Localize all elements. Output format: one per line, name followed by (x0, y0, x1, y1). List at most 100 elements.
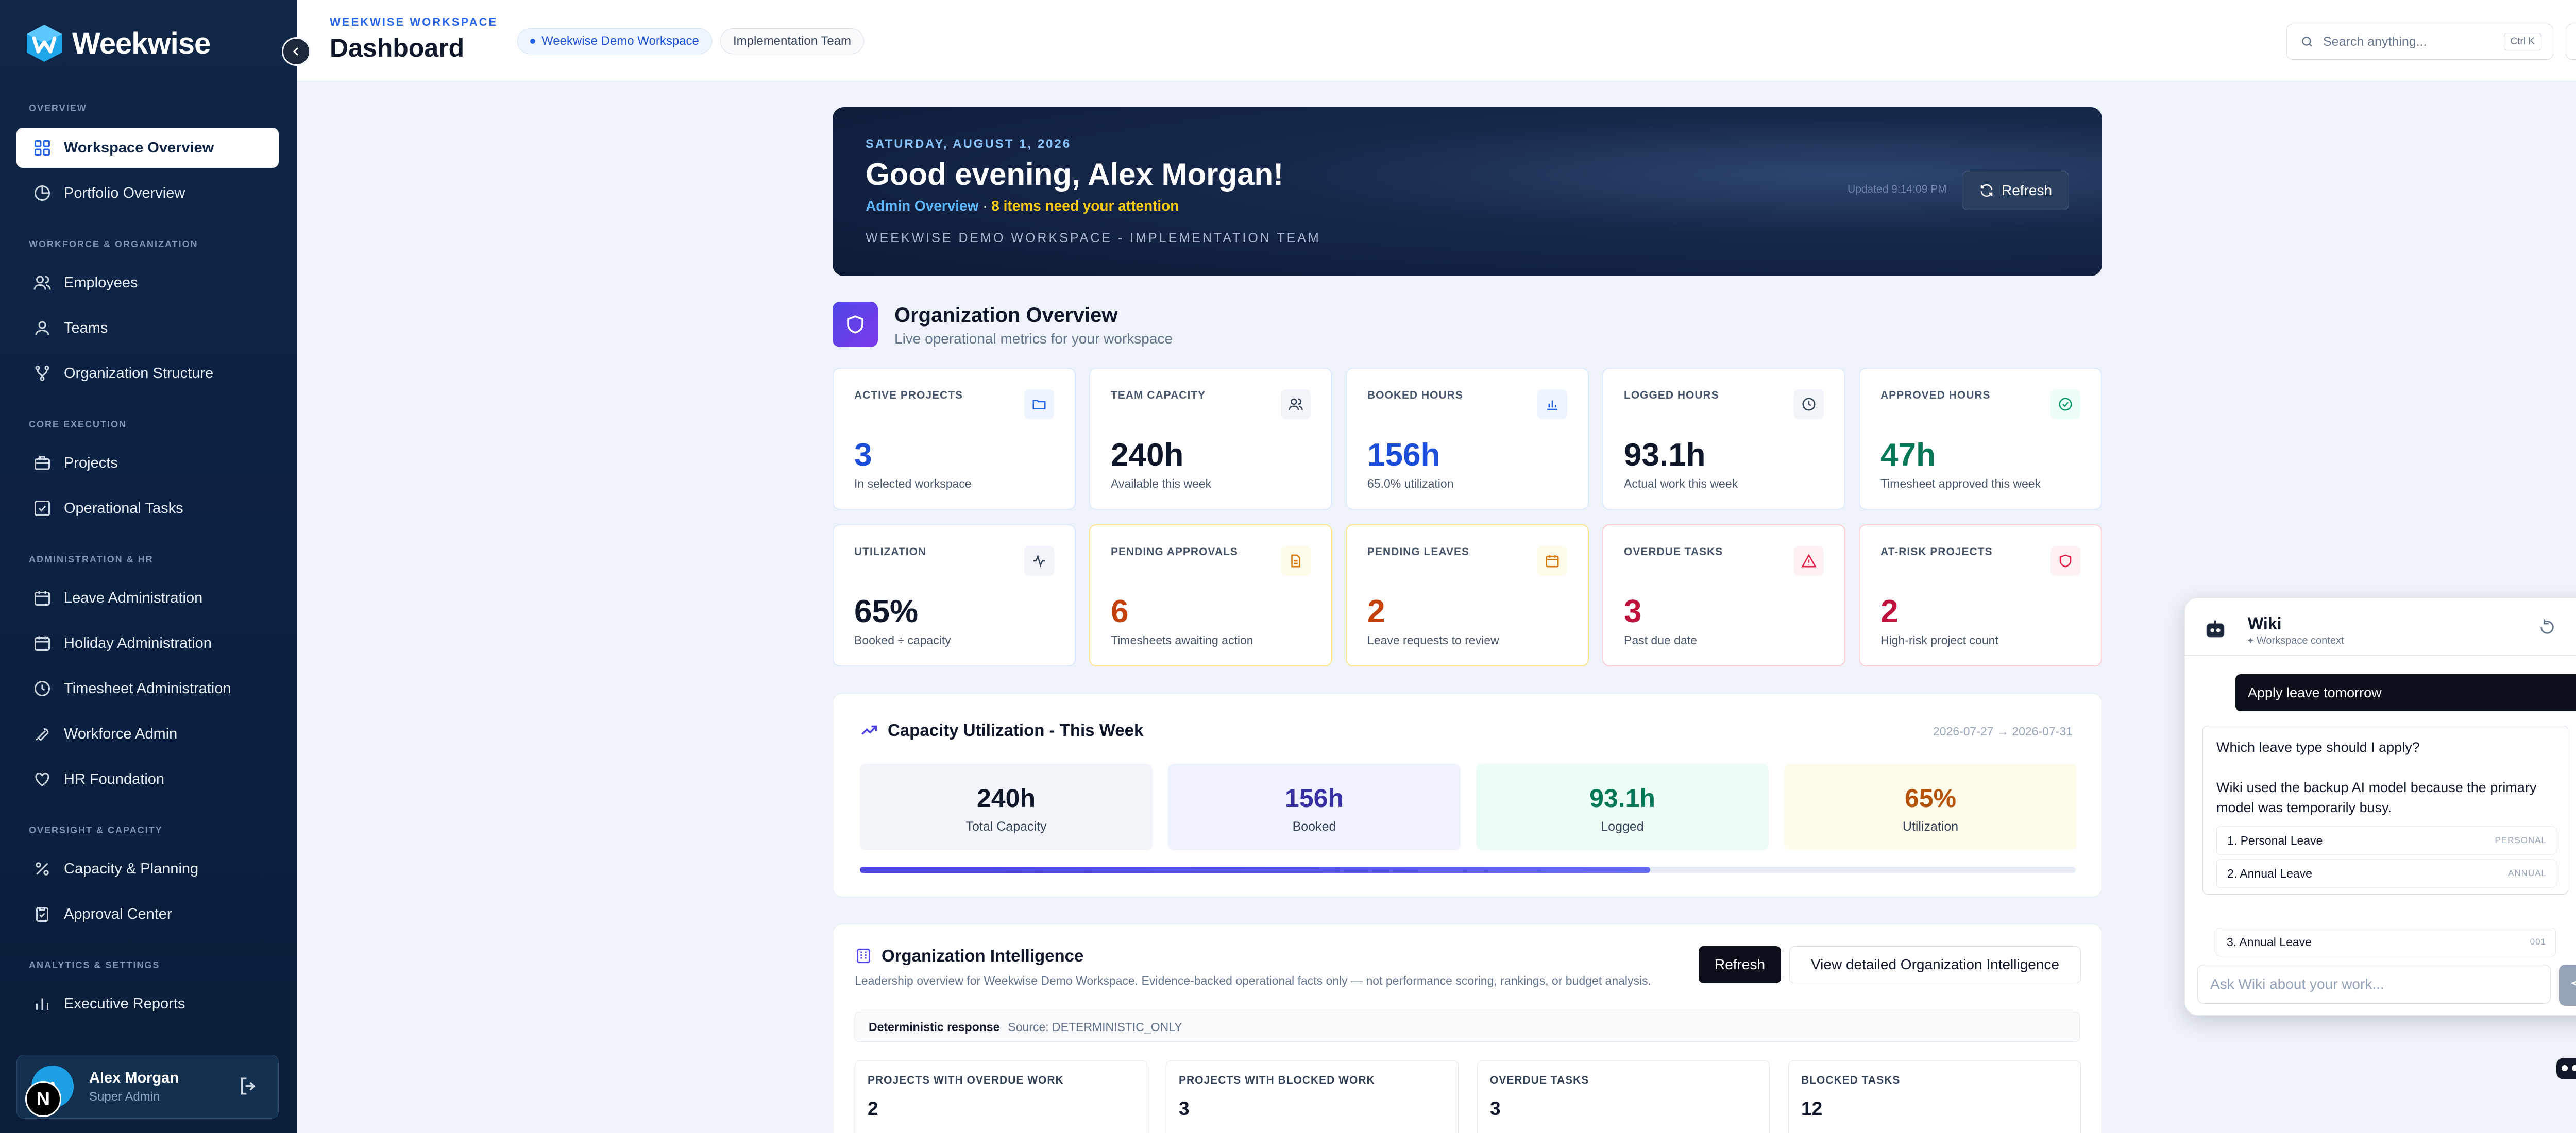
sidebar-item-holiday-administration[interactable]: Holiday Administration (16, 623, 279, 663)
brand-logo[interactable]: Weekwise (24, 23, 211, 64)
capacity-value: 93.1h (1589, 784, 1655, 813)
metric-card-booked-hours[interactable]: BOOKED HOURS 156h 65.0% utilization (1346, 368, 1589, 510)
intel-title-text: Organization Intelligence (882, 946, 1084, 965)
nav-section-admin: ADMINISTRATION & HR (29, 554, 154, 564)
metric-label: ACTIVE PROJECTS (854, 389, 963, 401)
logout-icon[interactable] (237, 1075, 260, 1097)
sidebar-item-projects[interactable]: Projects (16, 443, 279, 483)
sidebar-item-teams[interactable]: Teams (16, 308, 279, 348)
metric-card-active-projects[interactable]: ACTIVE PROJECTS 3 In selected workspace (833, 368, 1076, 510)
notifications-button[interactable] (2566, 24, 2576, 60)
clock-icon (1794, 389, 1824, 419)
bar-chart-icon (36, 998, 48, 1010)
shield-icon (2050, 546, 2080, 576)
search-shortcut: Ctrl K (2503, 33, 2541, 50)
sidebar-item-label: Workspace Overview (64, 139, 214, 156)
metric-label: PENDING LEAVES (1367, 546, 1469, 558)
metric-sub: Timesheet approved this week (1880, 477, 2041, 490)
sidebar-item-portfolio-overview[interactable]: Portfolio Overview (16, 173, 279, 213)
user-name: Alex Morgan (89, 1069, 179, 1086)
sidebar-item-approval-center[interactable]: Approval Center (16, 894, 279, 934)
search-input[interactable]: Search anything... Ctrl K (2286, 24, 2553, 60)
sidebar-item-label: Executive Reports (64, 995, 185, 1012)
sidebar-item-label: Teams (64, 319, 108, 336)
hero-attention[interactable]: 8 items need your attention (991, 198, 1179, 214)
nav-section-workforce: WORKFORCE & ORGANIZATION (29, 239, 198, 249)
metric-card-pending-approvals[interactable]: PENDING APPROVALS 6 Timesheets awaiting … (1089, 524, 1332, 666)
capacity-label: Logged (1601, 819, 1644, 834)
sidebar-item-employees[interactable]: Employees (16, 263, 279, 303)
folder-icon (1024, 389, 1054, 419)
intel-refresh-button[interactable]: Refresh (1699, 946, 1781, 983)
user-role: Super Admin (89, 1089, 160, 1104)
wiki-launcher-icon[interactable] (2553, 1053, 2576, 1084)
sidebar-collapse-button[interactable] (282, 37, 311, 66)
metric-value: 2 (1367, 594, 1385, 629)
view-intelligence-button[interactable]: View detailed Organization Intelligence (1789, 946, 2081, 983)
search-icon (2302, 37, 2312, 47)
metric-sub: Leave requests to review (1367, 633, 1499, 647)
metric-card-utilization[interactable]: UTILIZATION 65% Booked ÷ capacity (833, 524, 1076, 666)
sidebar-item-executive-reports[interactable]: Executive Reports (16, 984, 279, 1024)
sidebar-item-leave-administration[interactable]: Leave Administration (16, 578, 279, 618)
alert-icon (1794, 546, 1824, 576)
wiki-input[interactable]: Ask Wiki about your work... (2197, 965, 2551, 1004)
sidebar-item-label: Portfolio Overview (64, 184, 185, 201)
sidebar-item-label: Timesheet Administration (64, 680, 231, 697)
sidebar-item-workspace-overview[interactable]: Workspace Overview (16, 128, 279, 168)
wiki-send-button[interactable] (2559, 965, 2576, 1006)
hero-updated: Updated 9:14:09 PM (1848, 183, 1947, 195)
metric-sub: Booked ÷ capacity (854, 633, 951, 647)
intel-stat-value: 3 (1179, 1098, 1190, 1119)
intel-stat-value: 3 (1490, 1098, 1501, 1119)
metric-card-approved-hours[interactable]: APPROVED HOURS 47h Timesheet approved th… (1859, 368, 2102, 510)
hero-refresh-label: Refresh (2001, 182, 2053, 198)
check-square-icon (35, 501, 50, 516)
calendar-icon (35, 591, 50, 606)
sidebar-item-organization-structure[interactable]: Organization Structure (16, 353, 279, 393)
metric-sub: Timesheets awaiting action (1111, 633, 1253, 647)
wrench-icon (35, 728, 49, 742)
trending-up-icon (861, 725, 877, 735)
team-chip[interactable]: Implementation Team (720, 28, 865, 54)
shield-icon (833, 302, 878, 347)
hero-refresh-button[interactable]: Refresh (1962, 171, 2069, 210)
metric-label: APPROVED HOURS (1880, 389, 1991, 401)
sidebar-item-timesheet-administration[interactable]: Timesheet Administration (16, 668, 279, 709)
wiki-note: Wiki used the backup AI model because th… (2216, 780, 2537, 816)
sidebar-item-label: Workforce Admin (64, 725, 178, 742)
metric-value: 3 (1624, 594, 1642, 629)
metric-card-logged-hours[interactable]: LOGGED HOURS 93.1h Actual work this week (1602, 368, 1845, 510)
workspace-chip[interactable]: Weekwise Demo Workspace (517, 28, 712, 54)
status-dot (530, 39, 535, 44)
metric-value: 3 (854, 437, 872, 473)
metric-sub: High-risk project count (1880, 633, 1998, 647)
briefcase-icon (35, 456, 50, 470)
sidebar-item-label: Employees (64, 274, 138, 291)
sidebar-item-capacity-planning[interactable]: Capacity & Planning (16, 849, 279, 889)
clipboard-icon (36, 907, 48, 922)
hero-separator: · (982, 198, 988, 214)
wiki-option[interactable]: 2. Annual Leave ANNUAL (2216, 859, 2556, 888)
metric-card-at-risk-projects[interactable]: AT-RISK PROJECTS 2 High-risk project cou… (1859, 524, 2102, 666)
sidebar-item-workforce-admin[interactable]: Workforce Admin (16, 714, 279, 754)
metric-label: LOGGED HOURS (1624, 389, 1719, 401)
reset-icon[interactable] (2538, 619, 2556, 636)
sidebar-item-hr-foundation[interactable]: HR Foundation (16, 759, 279, 799)
sidebar-item-operational-tasks[interactable]: Operational Tasks (16, 488, 279, 528)
intel-stat: PROJECTS WITH OVERDUE WORK 2 (855, 1060, 1147, 1133)
capacity-value: 65% (1904, 784, 1957, 813)
metric-value: 93.1h (1624, 437, 1706, 473)
wiki-option-tag: 001 (2530, 937, 2546, 947)
metric-card-pending-leaves[interactable]: PENDING LEAVES 2 Leave requests to revie… (1346, 524, 1589, 666)
wiki-option-label: 2. Annual Leave (2227, 866, 2312, 880)
hero-date: SATURDAY, AUGUST 1, 2026 (866, 137, 1072, 151)
metric-card-team-capacity[interactable]: TEAM CAPACITY 240h Available this week (1089, 368, 1332, 510)
intel-stat: PROJECTS WITH BLOCKED WORK 3 (1166, 1060, 1459, 1133)
clock-icon (35, 681, 50, 696)
wiki-option[interactable]: 3. Annual Leave 001 (2216, 928, 2556, 956)
wiki-option[interactable]: 1. Personal Leave PERSONAL (2216, 826, 2556, 855)
wiki-option-label: 3. Annual Leave (2227, 935, 2312, 949)
user-card[interactable]: A N Alex Morgan Super Admin (16, 1055, 279, 1119)
metric-card-overdue-tasks[interactable]: OVERDUE TASKS 3 Past due date (1602, 524, 1845, 666)
